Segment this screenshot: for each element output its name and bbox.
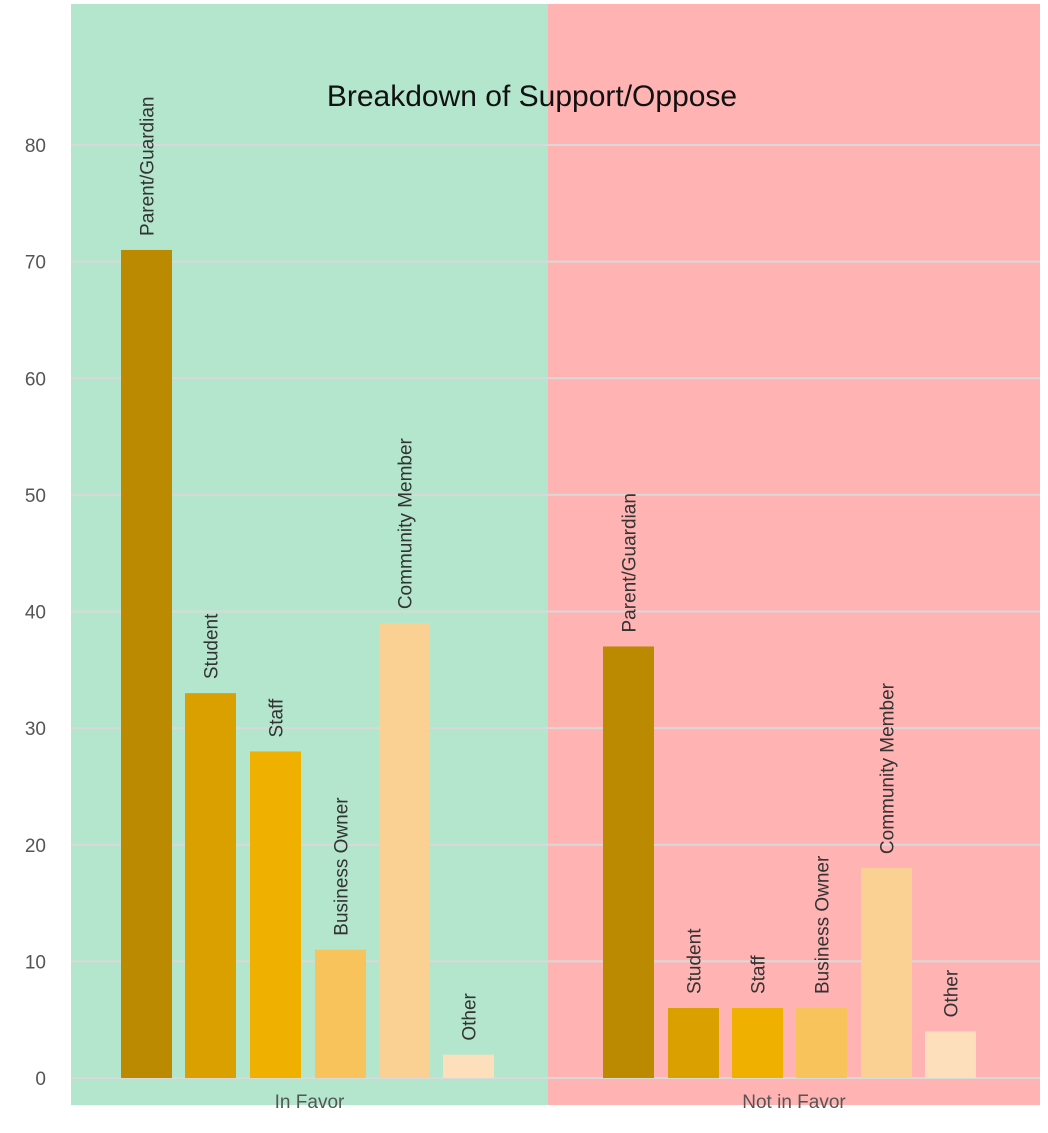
- bar-label: Other: [460, 992, 481, 1040]
- y-tick-label: 20: [25, 836, 46, 857]
- bar: [250, 751, 301, 1078]
- y-tick-label: 30: [25, 719, 46, 740]
- y-tick-label: 70: [25, 253, 46, 274]
- x-group-label: In Favor: [275, 1092, 345, 1113]
- x-group-label: Not in Favor: [742, 1092, 846, 1113]
- bar: [668, 1008, 719, 1078]
- bar: [315, 949, 366, 1078]
- y-tick-label: 80: [25, 136, 46, 157]
- bar-label: Business Owner: [332, 797, 353, 936]
- bar-label: Community Member: [396, 437, 417, 609]
- bar: [443, 1054, 494, 1078]
- bar: [796, 1008, 847, 1078]
- bar: [603, 646, 654, 1078]
- bar: [185, 693, 236, 1078]
- chart-title: Breakdown of Support/Oppose: [327, 80, 737, 113]
- bar: [861, 868, 912, 1078]
- y-tick-label: 0: [35, 1069, 46, 1090]
- bar-label: Community Member: [878, 682, 899, 854]
- bar: [121, 249, 172, 1078]
- bar-label: Student: [202, 613, 223, 679]
- y-tick-label: 60: [25, 369, 46, 390]
- bar-label: Staff: [749, 955, 770, 994]
- bar-label: Parent/Guardian: [138, 97, 159, 236]
- bar-label: Student: [685, 928, 706, 994]
- bar-label: Staff: [267, 698, 288, 737]
- y-tick-label: 10: [25, 952, 46, 973]
- y-tick-label: 40: [25, 603, 46, 624]
- y-tick-label: 50: [25, 486, 46, 507]
- bar: [732, 1008, 783, 1078]
- bar-label: Business Owner: [813, 855, 834, 994]
- bar: [379, 623, 430, 1078]
- bar-label: Parent/Guardian: [620, 493, 641, 632]
- bar: [925, 1031, 976, 1078]
- bar-label: Other: [942, 969, 963, 1017]
